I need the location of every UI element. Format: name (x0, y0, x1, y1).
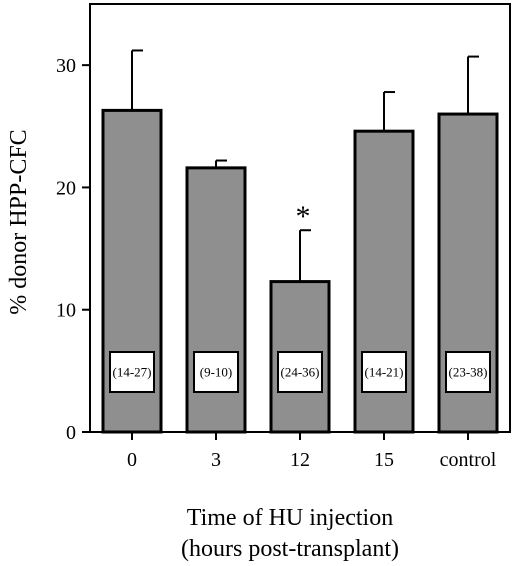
y-axis: 0 10 20 30 (56, 55, 90, 444)
bars: (14-27) (9-10) (24-36) * (14-21) (23-38) (101, 49, 499, 434)
y-tick-label-10: 10 (56, 300, 76, 322)
range-label-12: (24-36) (281, 365, 320, 380)
x-tick-label-3: 3 (211, 449, 221, 471)
x-tick-label-control: control (440, 449, 497, 471)
significance-marker-12: * (296, 200, 311, 233)
range-label-0: (14-27) (113, 365, 152, 380)
range-label-15: (14-21) (365, 365, 404, 380)
x-tick-label-12: 12 (290, 449, 310, 471)
range-label-3: (9-10) (200, 365, 233, 380)
y-tick-label-20: 20 (56, 177, 76, 199)
range-box-15 (361, 351, 407, 393)
y-tick-label-0: 0 (66, 422, 76, 444)
range-box-3 (193, 351, 239, 393)
range-label-control: (23-38) (449, 365, 488, 380)
x-axis-subtitle: (hours post-transplant) (181, 536, 399, 562)
range-box-0 (109, 351, 155, 393)
y-tick-label-30: 30 (56, 55, 76, 77)
x-tick-label-0: 0 (127, 449, 137, 471)
range-box-12 (277, 351, 323, 393)
range-box-control (445, 351, 491, 393)
x-tick-label-15: 15 (374, 449, 394, 471)
x-axis: 0 3 12 15 control (127, 432, 497, 471)
x-axis-title: Time of HU injection (187, 505, 393, 531)
y-axis-title: % donor HPP-CFC (6, 129, 32, 314)
